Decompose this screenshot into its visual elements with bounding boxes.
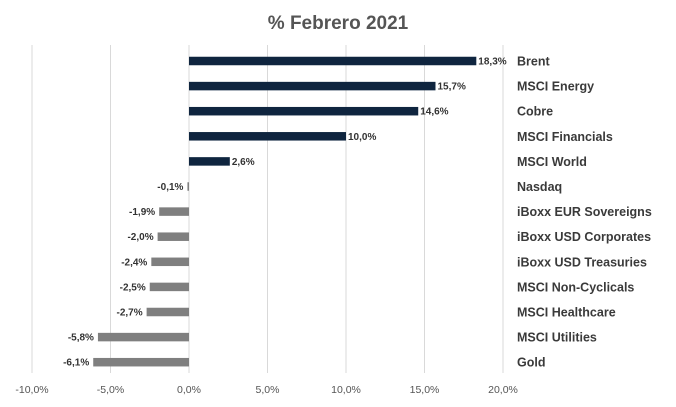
value-labels: 18,3% 15,7% 14,6% 10,0% 2,6% -0,1% -1,9% -2,0% -… xyxy=(63,57,507,369)
category-label: MSCI Utilities xyxy=(517,331,597,345)
category-label: MSCI World xyxy=(517,155,587,169)
category-label: iBoxx USD Treasuries xyxy=(517,255,647,269)
category-label: iBoxx USD Corporates xyxy=(517,230,651,244)
category-label: MSCI Energy xyxy=(517,80,594,94)
data-label: 10,0% xyxy=(348,132,376,143)
x-tick-label: 0,0% xyxy=(177,384,201,396)
data-label: -0,1% xyxy=(157,182,183,193)
bars xyxy=(93,56,477,367)
bar xyxy=(149,282,189,292)
bar xyxy=(189,81,436,91)
x-tick-label: 10,0% xyxy=(331,384,361,396)
category-label: iBoxx EUR Sovereigns xyxy=(517,205,652,219)
data-label: 18,3% xyxy=(478,57,506,68)
category-label: MSCI Healthcare xyxy=(517,306,616,320)
bar xyxy=(151,257,189,267)
gridlines xyxy=(31,45,504,373)
category-label: MSCI Non-Cyclicals xyxy=(517,280,634,294)
data-label: -6,1% xyxy=(63,358,89,369)
bar xyxy=(189,106,419,116)
bar xyxy=(187,182,189,191)
data-label: -2,5% xyxy=(120,282,146,293)
data-label: -1,9% xyxy=(129,207,155,218)
bar xyxy=(189,56,477,66)
x-tick-label: 5,0% xyxy=(256,384,280,396)
x-tick-label: -10,0% xyxy=(15,384,48,396)
data-label: 2,6% xyxy=(232,157,255,168)
bar xyxy=(146,307,189,317)
bar xyxy=(157,232,189,241)
data-label: -2,7% xyxy=(116,308,142,319)
category-labels: Brent MSCI Energy Cobre MSCI Financials MSCI… xyxy=(517,55,652,370)
bar xyxy=(93,357,189,367)
x-tick-label: 20,0% xyxy=(488,384,518,396)
data-label: 15,7% xyxy=(437,82,465,93)
bar xyxy=(189,132,346,141)
category-label: Nasdaq xyxy=(517,180,562,194)
category-label: Gold xyxy=(517,356,545,370)
data-label: 14,6% xyxy=(420,107,448,118)
x-tick-label: -5,0% xyxy=(97,384,124,396)
category-label: MSCI Financials xyxy=(517,130,613,144)
x-tick-label: 15,0% xyxy=(410,384,440,396)
category-label: Cobre xyxy=(517,105,553,119)
data-label: -2,4% xyxy=(121,257,147,268)
data-label: -2,0% xyxy=(127,232,153,243)
x-axis-tick-labels: -10,0% -5,0% 0,0% 5,0% 10,0% 15,0% 20,0% xyxy=(15,384,518,396)
bar xyxy=(97,332,189,342)
chart-title: % Febrero 2021 xyxy=(268,13,409,34)
category-label: Brent xyxy=(517,55,550,69)
data-label: -5,8% xyxy=(68,333,94,344)
bar xyxy=(159,207,189,216)
bar xyxy=(189,157,230,166)
